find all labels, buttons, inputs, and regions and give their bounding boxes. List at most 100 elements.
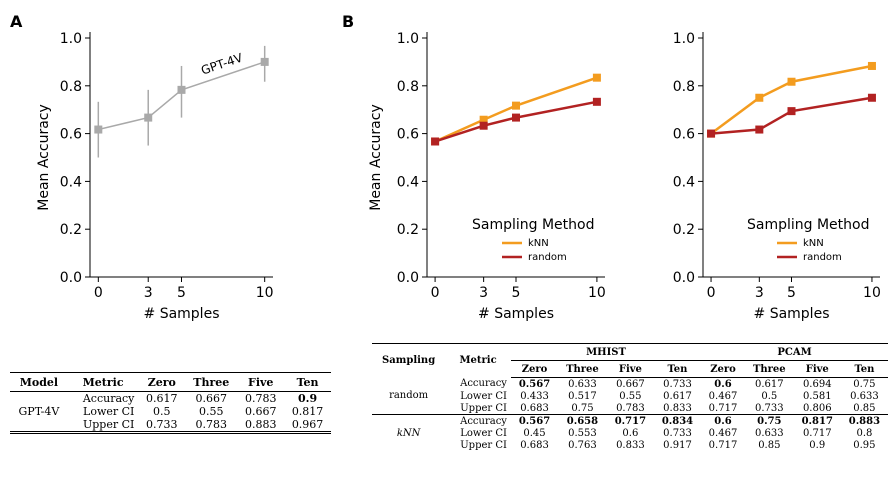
table-cell: 0.883 — [244, 418, 277, 431]
table-cell: 0.617 — [146, 392, 178, 405]
table-cell: Upper CI — [460, 402, 507, 414]
table-cell: 0.75 — [853, 378, 876, 390]
table-a: Model Metric Zero Three Five Ten GPT-4V … — [10, 372, 331, 434]
series-line-gpt-4v — [98, 61, 265, 131]
table-row: Lower CI 0.433 0.517 0.55 0.617 0.467 0.5 0.581… — [372, 390, 888, 402]
x-tick-label: 10 — [256, 285, 274, 301]
table-cell: 0.8 — [856, 427, 873, 439]
y-tick-label: 1.0 — [60, 31, 82, 47]
table-cell: 0.683 — [520, 439, 549, 451]
data-point — [787, 77, 796, 86]
y-tick-label: 1.0 — [673, 31, 695, 47]
table-cell: Lower CI — [83, 405, 135, 418]
table-a-header-row: Model Metric Zero Three Five Ten — [10, 372, 331, 392]
table-cell: 0.733 — [146, 418, 178, 431]
table-cell: 0.658 — [558, 414, 607, 427]
data-point — [94, 125, 103, 134]
table-cell: 0.667 — [244, 405, 277, 418]
table-cell: 0.581 — [802, 390, 832, 402]
x-axis-label: # Samples — [754, 306, 830, 322]
table-cell: 0.817 — [793, 414, 841, 427]
table-cell: 0.834 — [653, 414, 702, 427]
y-tick-label: 0.8 — [397, 79, 419, 95]
y-axis-label: Mean Accuracy — [36, 104, 52, 211]
table-a-header: Five — [237, 372, 285, 392]
data-point — [512, 101, 520, 110]
table-cell: 0.667 — [195, 392, 228, 405]
table-b-subheader: Three — [558, 360, 607, 378]
table-cell: 0.733 — [755, 402, 784, 414]
table-cell: Lower CI — [460, 390, 507, 402]
table-row: Upper CI 0.683 0.763 0.833 0.917 0.717 0.85 0.9… — [372, 439, 888, 451]
table-row: Lower CI 0.45 0.553 0.6 0.733 0.467 0.633 0.717… — [372, 427, 888, 439]
table-cell: 0.467 — [708, 427, 738, 439]
table-cell: 0.6 — [622, 427, 639, 439]
table-row: Lower CI 0.5 0.55 0.667 0.817 — [10, 405, 331, 418]
data-point — [755, 125, 764, 134]
table-cell: 0.733 — [663, 378, 692, 390]
series-annotation: GPT-4V — [199, 50, 245, 77]
x-axis-label: # Samples — [144, 306, 220, 322]
series-line-knn — [710, 64, 873, 135]
x-tick-label: 3 — [144, 285, 153, 301]
table-b-subheader: Ten — [840, 360, 888, 378]
table-cell: Accuracy — [460, 378, 507, 390]
y-tick-label: 0.2 — [673, 222, 695, 238]
legend-label: random — [528, 252, 567, 263]
panel-label-a: A — [10, 12, 23, 31]
table-cell: 0.55 — [199, 405, 224, 418]
table-cell: 0.55 — [619, 390, 642, 402]
table-cell: 0.694 — [802, 378, 832, 390]
x-tick-label: 0 — [431, 285, 440, 301]
charts-canvas: 0.0 0.2 0.4 0.6 0.8 1.0 0 3 5 10 # Samples Mean Acc… — [36, 31, 881, 322]
data-point — [177, 85, 186, 94]
table-cell: 0.733 — [663, 427, 692, 439]
table-a-header: Ten — [284, 372, 331, 392]
table-cell: 0.783 — [616, 402, 645, 414]
data-point — [260, 57, 269, 66]
y-axis-label: Mean Accuracy — [368, 104, 384, 211]
data-point — [707, 129, 716, 138]
table-cell: Accuracy — [82, 392, 135, 405]
x-axis-label: # Samples — [478, 306, 554, 322]
table-b-header-metric: Metric — [459, 355, 497, 367]
x-tick-label: 3 — [755, 285, 764, 301]
data-point — [431, 137, 440, 146]
table-cell: 0.967 — [291, 418, 324, 431]
table-cell: 0.567 — [510, 414, 559, 427]
chart-b-right: 0.0 0.2 0.4 0.6 0.8 1.0 0 3 5 10 # Samples Sampling… — [673, 31, 881, 322]
table-row: Upper CI 0.733 0.783 0.883 0.967 — [10, 418, 331, 433]
legend-title: Sampling Method — [747, 217, 870, 233]
table-cell: 0.833 — [663, 402, 692, 414]
table-cell: 0.667 — [616, 378, 645, 390]
table-cell: 0.433 — [520, 390, 549, 402]
table-cell: 0.633 — [755, 427, 784, 439]
table-cell: 0.6 — [701, 414, 745, 427]
table-a-model: GPT-4V — [18, 405, 60, 418]
table-cell: 0.817 — [291, 405, 324, 418]
table-cell: 0.5 — [761, 390, 778, 402]
table-cell: 0.467 — [708, 390, 738, 402]
table-cell: 0.883 — [840, 414, 888, 427]
table-cell: 0.617 — [755, 378, 784, 390]
table-b-header-mhist: MHIST — [510, 343, 702, 361]
table-cell: 0.85 — [853, 402, 876, 414]
table-a-header: Metric — [67, 372, 139, 392]
y-tick-label: 0.4 — [397, 174, 419, 190]
y-tick-label: 0.8 — [60, 79, 82, 95]
table-cell: Lower CI — [460, 427, 507, 439]
table-cell: 0.6 — [714, 378, 732, 390]
table-b-subheader: Zero — [510, 360, 559, 378]
table-cell: 0.45 — [523, 427, 546, 439]
chart-a: 0.0 0.2 0.4 0.6 0.8 1.0 0 3 5 10 # Samples Mean Acc… — [36, 31, 274, 322]
table-row: random Accuracy 0.567 0.633 0.667 0.733 0.6 0.6… — [372, 378, 888, 401]
y-tick-label: 0.2 — [397, 222, 419, 238]
data-point — [592, 97, 601, 106]
table-a-header: Model — [10, 372, 68, 392]
data-point — [144, 113, 153, 122]
table-cell: 0.763 — [568, 439, 597, 451]
table-b-subheader: Three — [744, 360, 794, 378]
table-cell: 0.806 — [802, 402, 832, 414]
table-cell: 0.9 — [809, 439, 826, 451]
data-point — [755, 93, 764, 102]
